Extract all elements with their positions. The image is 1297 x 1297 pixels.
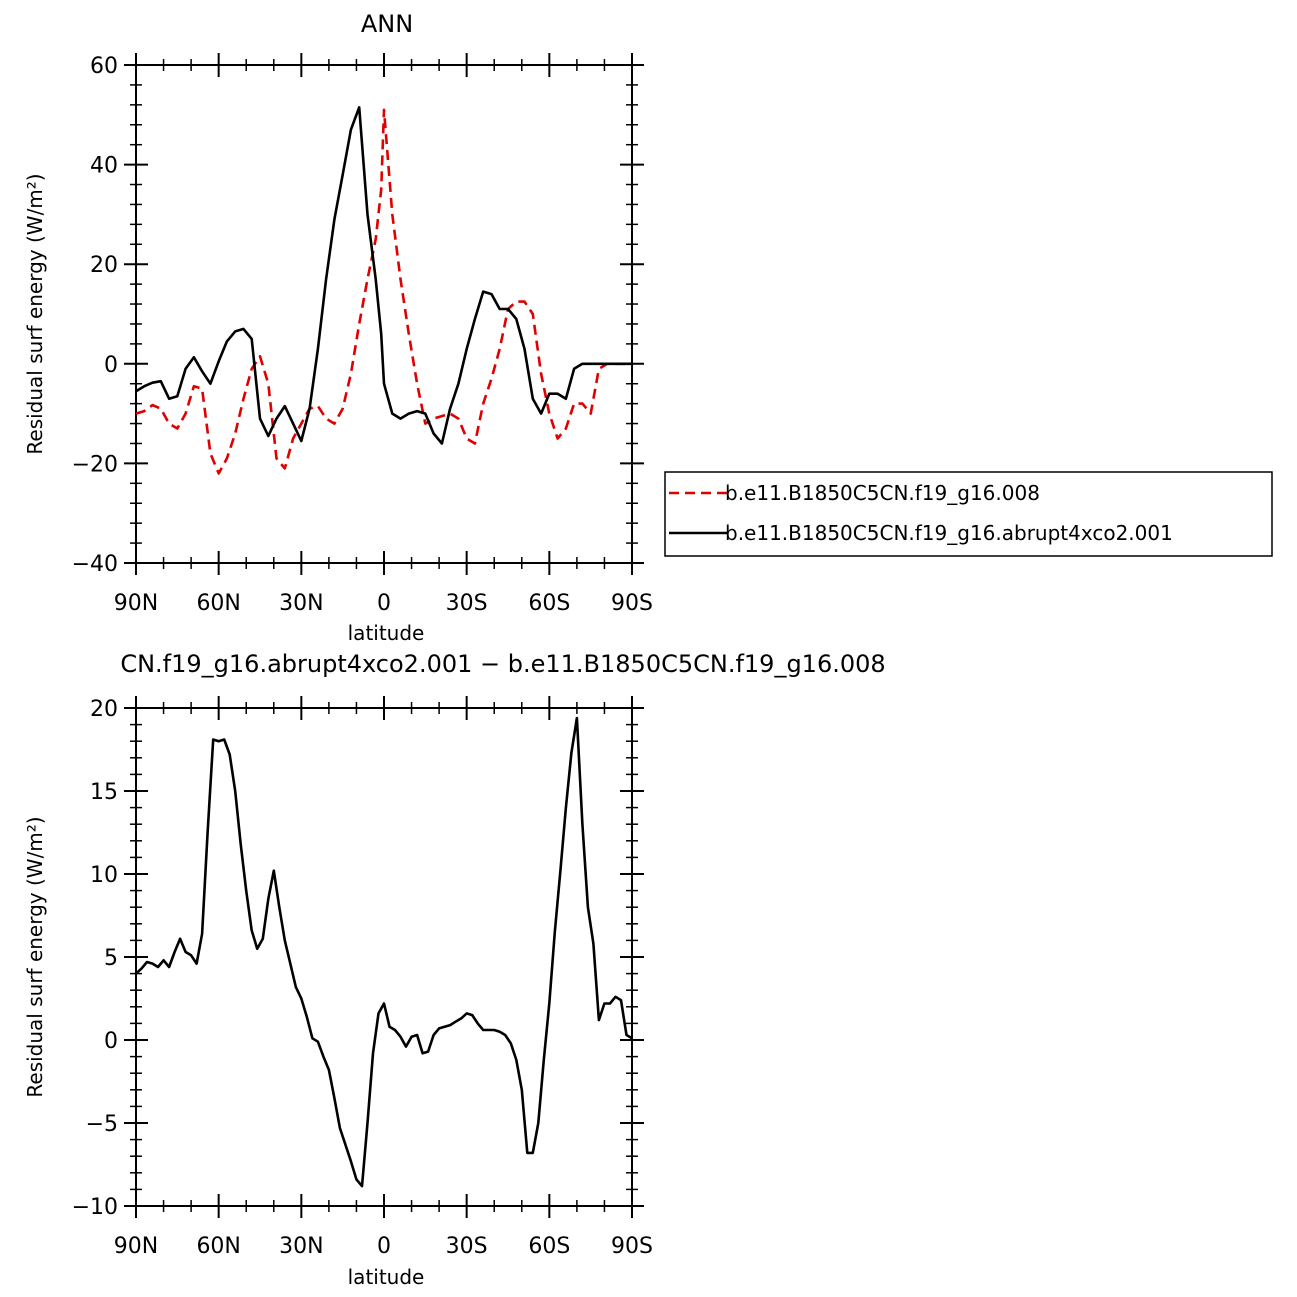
top-y-tick-labels: −40 −20 0 20 40 60 (72, 54, 118, 577)
x-tick-label: 60N (196, 591, 240, 616)
x-tick-label: 90N (114, 1234, 158, 1259)
bottom-panel: CN.f19_g16.abrupt4xco2.001 − b.e11.B1850… (23, 650, 886, 1289)
x-tick-label: 90S (611, 1234, 653, 1259)
x-tick-label: 90S (611, 591, 653, 616)
legend-box (664, 471, 1273, 557)
x-tick-label: 0 (377, 1234, 391, 1259)
x-tick-label: 0 (377, 591, 391, 616)
x-tick-label: 30N (279, 591, 323, 616)
y-tick-label: 0 (104, 1029, 118, 1054)
x-tick-label: 30N (279, 1234, 323, 1259)
y-tick-label: 5 (104, 946, 118, 971)
series-line-abrupt4xco2 (135, 106, 632, 445)
series-line-difference (135, 716, 633, 1188)
bottom-x-axis-label: latitude (348, 1265, 425, 1289)
y-tick-label: 15 (90, 780, 118, 805)
bottom-y-tick-labels: −10 −5 0 5 10 15 20 (72, 697, 118, 1220)
top-chart-title: ANN (361, 10, 413, 38)
bottom-x-tick-labels: 90N 60N 30N 0 30S 60S 90S (114, 1234, 653, 1259)
series-line-control (135, 108, 632, 475)
y-tick-label: 20 (90, 697, 118, 722)
bottom-y-axis-label: Residual surf energy (W/m²) (23, 816, 47, 1097)
y-tick-label: 10 (90, 863, 118, 888)
top-x-tick-labels: 90N 60N 30N 0 30S 60S 90S (114, 591, 653, 616)
top-panel: ANN −40 −20 0 20 40 60 90N 60N 30N 0 30S 60S 90S la… (23, 10, 653, 645)
bottom-series-lines (135, 716, 633, 1188)
x-tick-label: 30S (446, 591, 488, 616)
bottom-axis-ticks (124, 696, 644, 1218)
y-tick-label: 60 (90, 54, 118, 79)
y-tick-label: −5 (86, 1112, 118, 1137)
legend-label-abrupt4xco2: b.e11.B1850C5CN.f19_g16.abrupt4xco2.001 (725, 521, 1173, 545)
y-tick-label: −40 (72, 552, 118, 577)
y-tick-label: 20 (90, 253, 118, 278)
x-tick-label: 60N (196, 1234, 240, 1259)
y-tick-label: −10 (72, 1195, 118, 1220)
legend-label-control: b.e11.B1850C5CN.f19_g16.008 (725, 481, 1040, 505)
top-y-axis-label: Residual surf energy (W/m²) (23, 173, 47, 454)
y-tick-label: 40 (90, 154, 118, 179)
x-tick-label: 30S (446, 1234, 488, 1259)
x-tick-label: 60S (528, 1234, 570, 1259)
bottom-chart-title: CN.f19_g16.abrupt4xco2.001 − b.e11.B1850… (120, 650, 885, 678)
x-tick-label: 90N (114, 591, 158, 616)
legend: b.e11.B1850C5CN.f19_g16.008 b.e11.B1850C… (664, 471, 1273, 557)
x-tick-label: 60S (528, 591, 570, 616)
top-x-axis-label: latitude (348, 621, 425, 645)
y-tick-label: −20 (72, 452, 118, 477)
y-tick-label: 0 (104, 353, 118, 378)
top-series-lines (135, 106, 632, 475)
